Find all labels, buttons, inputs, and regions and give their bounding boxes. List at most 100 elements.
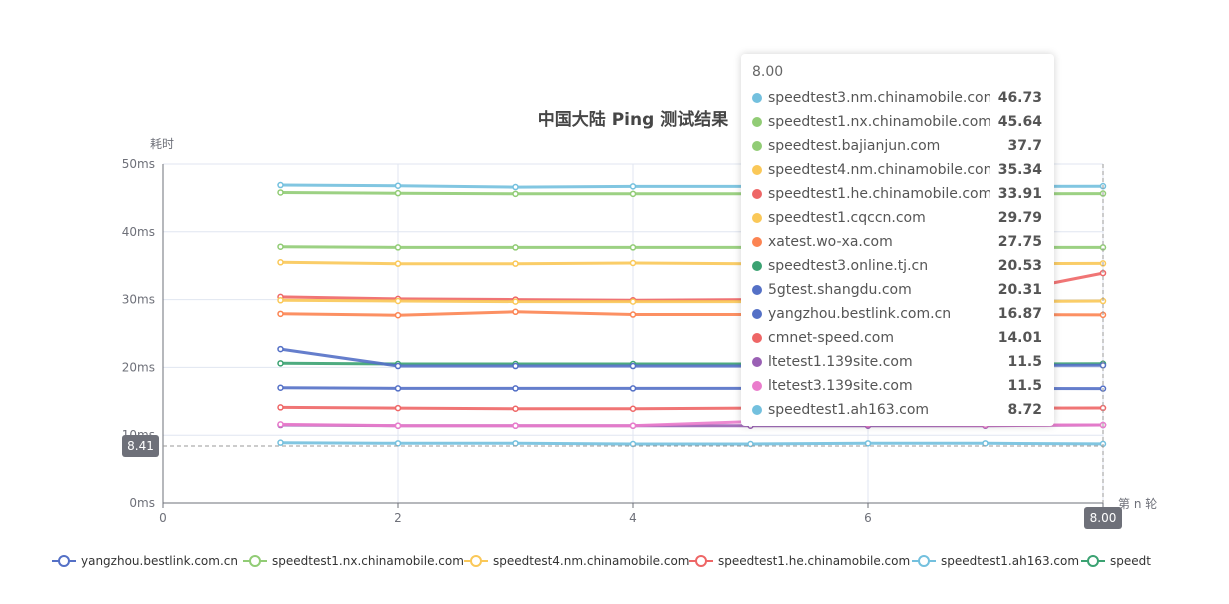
x-tick-label: 0 — [159, 511, 167, 525]
tooltip-series-dot — [752, 381, 762, 391]
tooltip-series-name: speedtest1.ah163.com — [768, 402, 930, 418]
legend-marker — [58, 555, 70, 567]
data-point — [394, 244, 402, 251]
data-point — [512, 183, 519, 191]
data-point — [629, 422, 637, 429]
tooltip-row: speedtest1.cqccn.com 29.79 — [752, 206, 1042, 230]
data-point — [277, 439, 284, 446]
data-point — [629, 190, 637, 198]
data-point — [277, 310, 284, 318]
data-point — [629, 244, 637, 251]
y-tick-label: 50ms — [122, 157, 155, 171]
data-point — [277, 421, 284, 428]
tooltip-series-dot — [752, 285, 762, 295]
data-point — [394, 260, 402, 267]
tooltip-series-name: yangzhou.bestlink.com.cn — [768, 306, 952, 322]
tooltip-series-dot — [752, 189, 762, 199]
tooltip-series-value: 29.79 — [997, 210, 1042, 226]
tooltip-header: 8.00 — [752, 64, 784, 80]
legend-marker — [470, 555, 482, 567]
data-point — [512, 440, 519, 447]
data-point — [394, 404, 402, 412]
pointer-x-badge — [1084, 507, 1122, 529]
tooltip-row: 5gtest.shangdu.com 20.31 — [752, 278, 1042, 302]
data-point — [394, 422, 402, 429]
data-point — [512, 308, 519, 316]
tooltip-row: speedtest1.he.chinamobile.com 33.91 — [752, 182, 1042, 206]
data-point — [747, 440, 754, 448]
tooltip-series-dot — [752, 309, 762, 319]
tooltip-series-name: speedtest3.online.tj.cn — [768, 258, 929, 274]
data-point — [394, 362, 402, 370]
y-axis-label: 耗时 — [150, 137, 174, 151]
data-point — [512, 362, 519, 370]
data-point — [629, 362, 637, 370]
tooltip-row: xatest.wo-xa.com 27.75 — [752, 230, 1042, 254]
tooltip-series-dot — [752, 237, 762, 247]
legend: yangzhou.bestlink.com.cn speedtest1.nx.ch… — [52, 554, 1151, 568]
data-point — [512, 260, 519, 267]
tooltip-series-dot — [752, 117, 762, 127]
tooltip-row: speedtest1.ah163.com 8.72 — [752, 398, 1042, 422]
tooltip-series-dot — [752, 405, 762, 415]
data-point — [394, 385, 402, 392]
tooltip-series-value: 20.31 — [997, 282, 1042, 298]
data-point — [277, 360, 284, 367]
tooltip-series-dot — [752, 93, 762, 103]
x-tick-label: 4 — [629, 511, 637, 525]
tooltip-series-name: speedtest3.nm.chinamobile.com — [768, 90, 990, 106]
data-point — [512, 298, 519, 305]
data-point — [277, 404, 284, 411]
tooltip-row: yangzhou.bestlink.com.cn 16.87 — [752, 302, 1042, 326]
data-point — [512, 244, 519, 251]
data-point — [629, 440, 637, 448]
legend-label: speedtest1.ah163.com — [941, 554, 1079, 568]
y-tick-label: 20ms — [122, 360, 155, 374]
tooltip-row: speedtest1.nx.chinamobile.com 45.64 — [752, 110, 1042, 134]
legend-label: speedtest1.he.chinamobile.com — [718, 554, 910, 568]
tooltip-series-name: xatest.wo-xa.com — [768, 234, 893, 250]
tooltip-row: cmnet-speed.com 14.01 — [752, 326, 1042, 350]
series-line-13 — [280, 441, 1104, 446]
x-tick-label: 6 — [864, 511, 872, 525]
chart-title: 中国大陆 Ping 测试结果 — [538, 109, 728, 130]
data-point — [277, 345, 284, 353]
tooltip-series-name: speedtest1.he.chinamobile.com — [768, 186, 990, 202]
tooltip-series-name: speedtest1.nx.chinamobile.com — [768, 114, 990, 130]
data-point — [629, 311, 637, 318]
legend-marker — [1087, 555, 1099, 567]
pointer-y-badge — [122, 434, 159, 457]
tooltip-series-dot — [752, 165, 762, 175]
tooltip-series-name: speedtest4.nm.chinamobile.com — [768, 162, 990, 178]
tooltip-series-value: 33.91 — [997, 186, 1042, 202]
tooltip-row: ltetest1.139site.com 11.5 — [752, 350, 1042, 374]
y-tick-label: 0ms — [129, 496, 155, 510]
tooltip-series-value: 20.53 — [997, 258, 1042, 274]
legend-marker — [249, 555, 261, 567]
data-point — [512, 405, 519, 413]
data-point — [394, 297, 402, 305]
pointer-x-label: 8.00 — [1090, 511, 1117, 525]
y-tick-label: 40ms — [122, 225, 155, 239]
tooltip-series-value: 27.75 — [997, 234, 1042, 250]
legend-label: speedtest1.nx.chinamobile.com — [272, 554, 464, 568]
tooltip-series-dot — [752, 213, 762, 223]
data-point — [277, 189, 284, 196]
tooltip-series-dot — [752, 261, 762, 271]
tooltip-row: speedtest4.nm.chinamobile.com 35.34 — [752, 158, 1042, 182]
data-point — [394, 311, 402, 319]
x-axis-label: 第 n 轮 — [1118, 497, 1157, 511]
legend-marker — [695, 555, 707, 567]
tooltip-row: speedtest3.online.tj.cn 20.53 — [752, 254, 1042, 278]
data-point — [629, 405, 637, 413]
tooltip-series-name: 5gtest.shangdu.com — [768, 282, 912, 298]
legend-label: speedt — [1110, 554, 1151, 568]
tooltip-series-value: 11.5 — [1007, 354, 1042, 370]
data-point — [277, 243, 284, 250]
tooltip-series-name: ltetest1.139site.com — [768, 354, 913, 370]
data-point — [512, 385, 519, 392]
axis-pointer: 8.41 8.00 — [122, 164, 1122, 529]
data-point — [629, 298, 637, 305]
tooltip-series-value: 35.34 — [997, 162, 1042, 178]
data-point — [512, 422, 519, 429]
